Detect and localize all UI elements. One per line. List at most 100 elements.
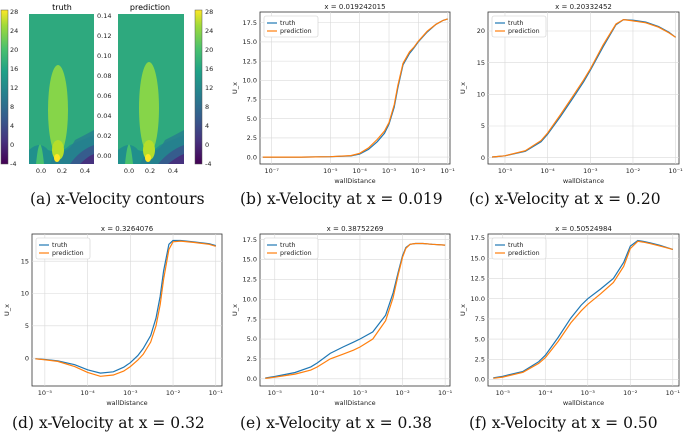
contour-left-xtick: 0.2 xyxy=(57,167,67,175)
y-tick-label: 7.5 xyxy=(247,315,257,323)
y-tick-label: 10.0 xyxy=(243,295,257,303)
y-tick-label: 15.0 xyxy=(471,254,485,262)
x-tick-label: 10⁻⁴ xyxy=(538,389,553,397)
x-tick-label: 10⁻¹ xyxy=(438,389,453,397)
y-tick-label: 15.0 xyxy=(243,38,257,46)
contour-ytick: 0.04 xyxy=(97,112,111,120)
contour-right-field xyxy=(118,14,184,164)
contour-ytick: 0.14 xyxy=(97,12,111,20)
x-tick-label: 10⁻⁵ xyxy=(498,167,513,175)
y-tick-label: 15 xyxy=(21,257,29,265)
plot-area xyxy=(31,233,223,387)
y-axis-label: U_x xyxy=(231,304,239,316)
contour-left-title: truth xyxy=(52,3,72,12)
contour-right-title: prediction xyxy=(130,3,170,12)
legend-label: prediction xyxy=(52,250,84,257)
x-tick-label: 10⁻¹ xyxy=(666,389,681,397)
colorbar-right-tick: 12 xyxy=(205,84,213,92)
colorbar-right-tick: 16 xyxy=(205,65,213,73)
colorbar-left-tick: 4 xyxy=(10,122,14,130)
caption-a: (a) x-Velocity contours xyxy=(30,190,205,208)
contour-ytick: 0.06 xyxy=(97,92,111,100)
contour-ytick: 0.02 xyxy=(97,132,111,140)
colorbar-left-tick: 8 xyxy=(10,103,14,111)
colorbar-left-tick: 20 xyxy=(10,46,18,54)
legend-label: prediction xyxy=(508,28,540,35)
y-tick-label: 7.5 xyxy=(247,96,257,104)
legend-label: truth xyxy=(52,242,68,249)
contour-right-xtick: 0.2 xyxy=(145,167,155,175)
y-tick-label: 15 xyxy=(477,59,485,67)
caption-b: (b) x-Velocity at x = 0.019 xyxy=(240,190,443,208)
x-tick-label: 10⁻⁵ xyxy=(496,389,511,397)
y-tick-label: 5 xyxy=(481,122,485,130)
colorbar-right-tick: 4 xyxy=(205,122,209,130)
x-tick-label: 10⁻² xyxy=(411,167,426,175)
x-axis-label: wallDistance xyxy=(563,399,604,407)
contour-ytick: 0.12 xyxy=(97,32,111,40)
x-tick-label: 10⁻⁷ xyxy=(265,167,280,175)
plot-area xyxy=(487,233,680,387)
chart-title: x = 0.3264076 xyxy=(101,225,154,233)
chart-panel-d: 10⁻⁵ 10⁻⁴ 10⁻³ 10⁻² 10⁻¹ 0 5 10 15 x = 0.3264076 w… xyxy=(3,225,224,407)
x-axis-label: wallDistance xyxy=(106,399,147,407)
colorbar-left-tick: 24 xyxy=(10,27,18,35)
contour-left-xtick: 0.0 xyxy=(36,167,46,175)
series-line-truth xyxy=(35,239,216,374)
y-tick-label: 10.0 xyxy=(471,295,485,303)
legend-label: prediction xyxy=(280,250,312,257)
caption-e: (e) x-Velocity at x = 0.38 xyxy=(240,414,433,432)
y-tick-label: 0 xyxy=(25,354,29,362)
y-tick-label: 10 xyxy=(477,91,485,99)
chart-panel-c: 10⁻⁵ 10⁻⁴ 10⁻³ 10⁻² 10⁻¹ 0 5 10 15 20 x = 0.203324… xyxy=(459,3,683,185)
contour-left-xtick: 0.4 xyxy=(80,167,90,175)
colorbar-left xyxy=(0,9,9,165)
y-tick-label: 20 xyxy=(477,27,485,35)
x-axis-label: wallDistance xyxy=(563,177,604,185)
x-tick-label: 10⁻³ xyxy=(353,389,368,397)
legend-box xyxy=(491,237,547,260)
y-tick-label: 17.5 xyxy=(243,19,257,27)
y-tick-label: 12.5 xyxy=(243,276,257,284)
colorbar-right-tick: 0 xyxy=(205,141,209,149)
colorbar-left-tick: 16 xyxy=(10,65,18,73)
chart-title: x = 0.019242015 xyxy=(324,3,385,11)
y-tick-label: 12.5 xyxy=(471,275,485,283)
series-line-prediction xyxy=(262,18,448,158)
contour-panel: 28 24 20 16 12 8 4 0 -4 truth 0.0 0.2 0.… xyxy=(0,3,213,175)
series-line-prediction xyxy=(35,240,216,377)
x-tick-label: 10⁻³ xyxy=(123,389,138,397)
y-axis-label: U_x xyxy=(459,304,467,316)
colorbar-right xyxy=(194,9,203,165)
y-tick-label: 10.0 xyxy=(243,77,257,85)
contour-ytick: 0.08 xyxy=(97,72,111,80)
contour-ytick: 0.00 xyxy=(97,152,111,160)
chart-panel-e: 10⁻⁵ 10⁻⁴ 10⁻³ 10⁻² 10⁻¹ 0.0 2.5 5.0 7.5 10.0 12.5… xyxy=(231,225,453,407)
colorbar-left-tick: -4 xyxy=(10,160,16,168)
series-line-prediction xyxy=(265,242,446,379)
chart-title: x = 0.38752269 xyxy=(327,225,384,233)
x-tick-label: 10⁻¹ xyxy=(668,167,683,175)
y-tick-label: 15.0 xyxy=(243,256,257,264)
y-tick-label: 0.0 xyxy=(475,376,485,384)
x-tick-label: 10⁻¹ xyxy=(209,389,224,397)
chart-panel-f: 10⁻⁵ 10⁻⁴ 10⁻³ 10⁻² 10⁻¹ 0.0 2.5 5.0 7.5 10.0 12.5… xyxy=(459,225,681,407)
colorbar-right-tick: -4 xyxy=(205,160,211,168)
series-line-truth xyxy=(492,18,676,158)
y-tick-label: 5.0 xyxy=(247,115,257,123)
y-tick-label: 0 xyxy=(481,154,485,162)
colorbar-right-tick: 20 xyxy=(205,46,213,54)
x-tick-label: 10⁻³ xyxy=(583,167,598,175)
colorbar-right-tick: 24 xyxy=(205,27,213,35)
series-line-truth xyxy=(493,239,673,379)
x-tick-label: 10⁻⁵ xyxy=(268,389,283,397)
y-axis-label: U_x xyxy=(231,82,239,94)
chart-panel-b: 10⁻⁷ 10⁻⁵ 10⁻⁴ 10⁻³ 10⁻² 10⁻¹ 0.0 2.5 5.0 7.5 10.0… xyxy=(231,3,456,185)
chart-title: x = 0.50524984 xyxy=(555,225,612,233)
x-axis-label: wallDistance xyxy=(334,399,375,407)
x-tick-label: 10⁻¹ xyxy=(441,167,456,175)
legend-box xyxy=(263,15,319,38)
x-tick-label: 10⁻³ xyxy=(581,389,596,397)
contour-left-field xyxy=(29,14,94,164)
y-tick-label: 2.5 xyxy=(475,356,485,364)
